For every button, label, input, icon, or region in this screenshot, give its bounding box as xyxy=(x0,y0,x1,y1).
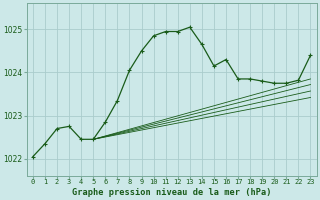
X-axis label: Graphe pression niveau de la mer (hPa): Graphe pression niveau de la mer (hPa) xyxy=(72,188,271,197)
